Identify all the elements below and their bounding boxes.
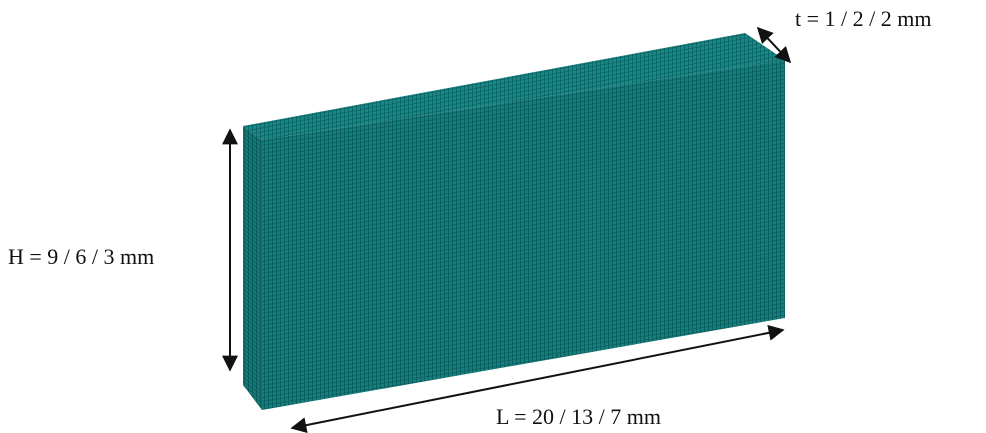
thickness-label: t = 1 / 2 / 2 mm [795, 6, 931, 31]
diagram: t = 1 / 2 / 2 mm H = 9 / 6 / 3 mm L = 20… [0, 0, 986, 433]
height-label: H = 9 / 6 / 3 mm [8, 244, 154, 269]
box-side-face [243, 126, 262, 410]
length-label: L = 20 / 13 / 7 mm [496, 404, 661, 429]
